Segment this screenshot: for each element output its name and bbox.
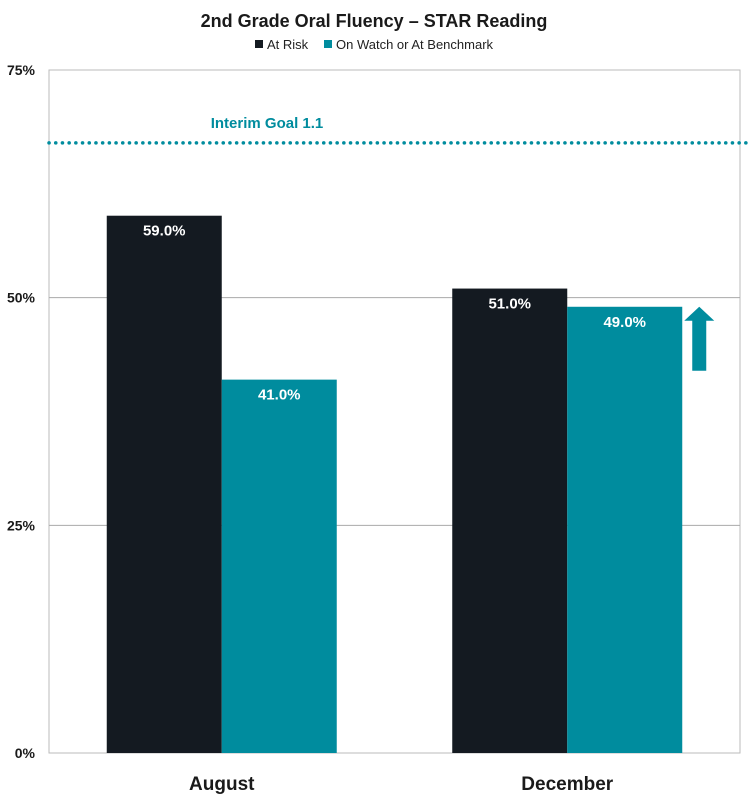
legend-label-at-risk: At Risk (267, 37, 309, 52)
interim-goal-label: Interim Goal 1.1 (211, 115, 324, 132)
y-tick-label: 25% (7, 517, 36, 533)
legend-label-on-watch: On Watch or At Benchmark (336, 37, 494, 52)
bar-august-0 (106, 215, 222, 753)
bar-august-1 (221, 379, 337, 753)
x-category-label: August (189, 774, 255, 795)
plot-frame (48, 69, 741, 754)
chart-title: 2nd Grade Oral Fluency – STAR Reading (201, 11, 548, 31)
bar-december-1 (567, 306, 683, 753)
legend: At Risk On Watch or At Benchmark (255, 37, 494, 52)
x-category-label: December (521, 774, 613, 795)
data-label: 49.0% (603, 314, 646, 331)
data-label: 51.0% (488, 296, 531, 313)
bar-december-0 (452, 288, 568, 753)
legend-swatch-at-risk (255, 40, 263, 48)
legend-swatch-on-watch (324, 40, 332, 48)
data-label: 41.0% (258, 387, 301, 404)
y-tick-label: 0% (15, 745, 36, 761)
y-tick-label: 75% (7, 62, 36, 78)
data-label: 59.0% (143, 223, 186, 240)
up-arrow-icon (684, 306, 715, 371)
y-tick-label: 50% (7, 290, 36, 306)
